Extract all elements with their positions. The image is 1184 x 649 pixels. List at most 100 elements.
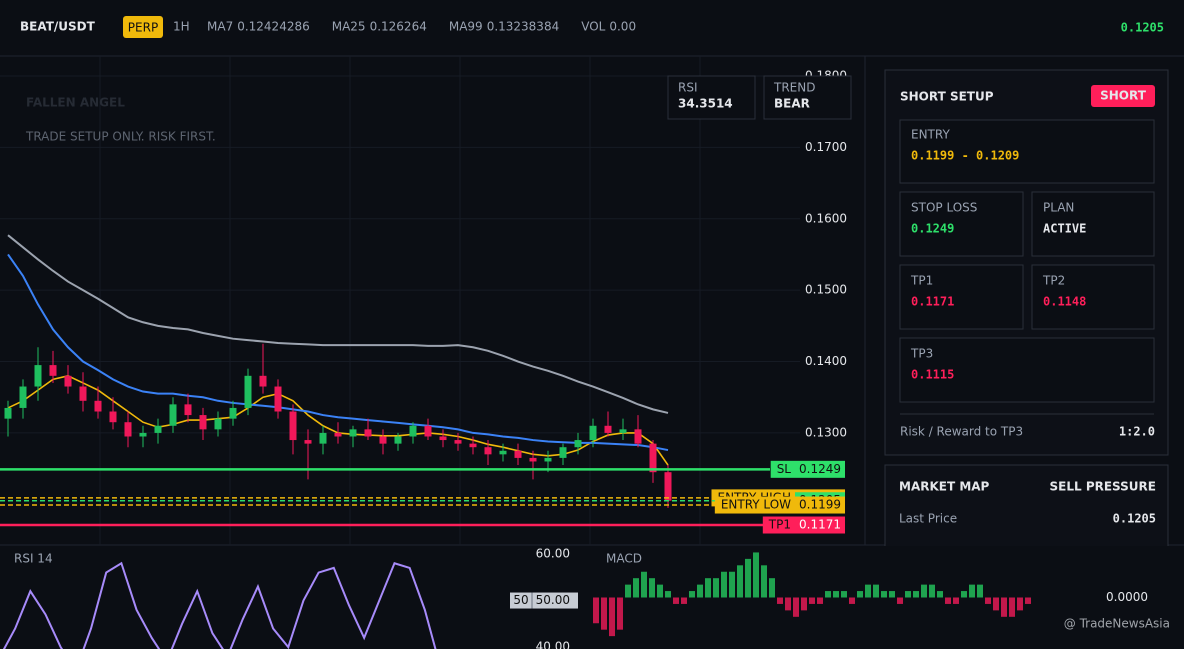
price-line-value: 0.1199 (799, 498, 841, 512)
tp3-value: 0.1115 (911, 368, 954, 382)
market-title: MARKET MAP (899, 480, 990, 494)
price-line-label: SL (777, 462, 792, 476)
macd-bar (937, 591, 943, 598)
candle-body (184, 404, 192, 416)
macd-bar (649, 578, 655, 598)
y-tick-label: 60.00 (536, 546, 570, 560)
macd-bar (689, 591, 695, 598)
macd-bar (785, 597, 791, 611)
indicator-label: MA25 (332, 20, 366, 34)
setup-boxes (899, 119, 1155, 403)
candle-body (4, 407, 12, 419)
candle-body (559, 447, 567, 458)
trend-box (763, 75, 852, 120)
tp1-label: TP1 (910, 274, 933, 288)
macd-bar (921, 584, 927, 598)
macd-bar (697, 584, 703, 598)
price-line-value: 0.1249 (799, 462, 841, 476)
candle-body (349, 429, 357, 437)
market-panel (884, 464, 1169, 556)
tp2-value: 0.1148 (1043, 295, 1086, 309)
macd-bar (737, 565, 743, 598)
overlay-title: FALLEN ANGEL (26, 96, 125, 110)
candle-body (124, 422, 132, 437)
candle-body (214, 418, 222, 430)
short-badge (1091, 85, 1155, 107)
macd-bar (777, 597, 783, 604)
macd-bar (825, 591, 831, 598)
macd-bar (681, 597, 687, 604)
candle-body (319, 432, 327, 444)
candle-body (64, 375, 72, 387)
macd-bar (745, 558, 751, 598)
symbol: BEAT/USDT (20, 20, 96, 34)
y-tick-label: 0.1700 (805, 140, 847, 154)
last-value: 0.1205 (1113, 512, 1156, 526)
indicator-label: VOL (581, 20, 605, 34)
candle-body (34, 365, 42, 387)
candle-body (289, 411, 297, 441)
trend-value: BEAR (774, 97, 810, 111)
macd-bar (801, 597, 807, 611)
stop-label: STOP LOSS (911, 201, 977, 215)
macd-bar (1009, 597, 1015, 617)
macd-bar (601, 597, 607, 630)
candle-body (589, 425, 597, 441)
candle-body (139, 432, 147, 437)
indicator-value: 0.00 (609, 20, 636, 34)
interval[interactable]: 1H (173, 20, 190, 34)
price-line-tag (770, 460, 845, 478)
macd-bar (793, 597, 799, 617)
candle-body (379, 436, 387, 444)
indicator-value: 0.126264 (370, 20, 427, 34)
price-line-label: TP1 (768, 518, 791, 532)
ma-line (7, 253, 669, 452)
panel-title: MACD (606, 552, 642, 566)
last-label: Last Price (899, 512, 957, 526)
candle-body (439, 436, 447, 441)
candle-body (424, 425, 432, 437)
indicator-value: 0.13238384 (487, 20, 560, 34)
candle-body (514, 450, 522, 458)
price-line-label: ENTRY LOW (721, 498, 791, 512)
short-badge-text: SHORT (1100, 89, 1147, 103)
ma-line (7, 234, 669, 414)
macd-bar (657, 584, 663, 598)
macd-bar (809, 597, 815, 604)
macd-bar (593, 597, 599, 624)
watermark: @ TradeNewsAsia (1064, 617, 1170, 631)
trend-label: TREND (773, 81, 815, 95)
candle-body (169, 404, 177, 426)
indicator-label: MA7 (207, 20, 233, 34)
macd-bar (865, 584, 871, 598)
macd-bar (1017, 597, 1023, 611)
macd-bar (833, 591, 839, 598)
macd-bar (753, 552, 759, 598)
macd-bar (705, 578, 711, 598)
macd-bar (913, 591, 919, 598)
market-status: SELL PRESSURE (1050, 480, 1156, 494)
badge (123, 16, 163, 38)
candle-body (199, 415, 207, 430)
macd-bar (985, 597, 991, 604)
macd-bar (1025, 597, 1031, 604)
macd-bar (881, 591, 887, 598)
y-tick-label: 0.1500 (805, 283, 847, 297)
macd-bar (625, 584, 631, 598)
rr-label: Risk / Reward to TP3 (900, 425, 1023, 439)
candle-body (409, 425, 417, 437)
macd-bar (945, 597, 951, 604)
rsi-line (2, 561, 437, 649)
tp2-label: TP2 (1042, 274, 1065, 288)
price-plot (0, 75, 800, 508)
candle-body (469, 443, 477, 448)
badge-text: PERP (128, 21, 158, 35)
macd-bar (673, 597, 679, 604)
price-line-tag (762, 516, 845, 534)
macd-bar (633, 578, 639, 598)
candle-body (484, 447, 492, 455)
candle-body (604, 425, 612, 433)
indicator-value: 0.12424286 (237, 20, 310, 34)
macd-bar (857, 591, 863, 598)
